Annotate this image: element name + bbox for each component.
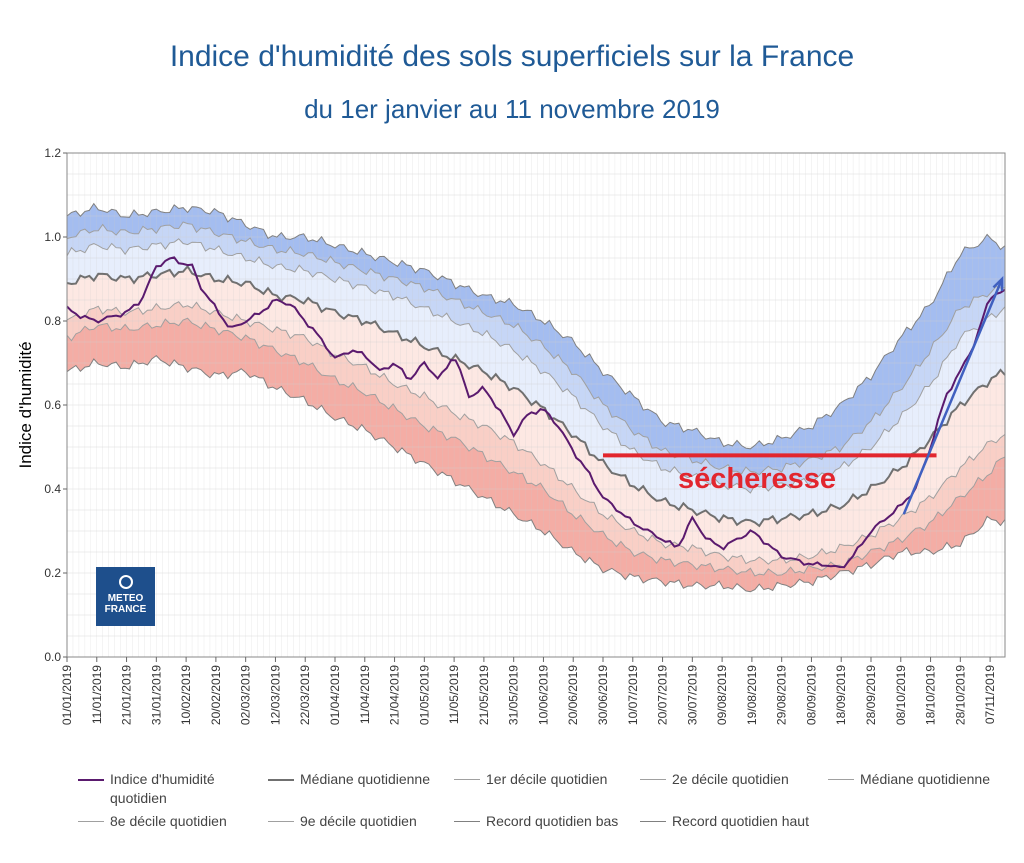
legend-label: 8e décile quotidien bbox=[110, 813, 227, 829]
legend-item: Indice d'humidité quotidien bbox=[78, 770, 250, 808]
y-tick-label: 0.0 bbox=[44, 650, 61, 664]
legend-item: 8e décile quotidien bbox=[78, 812, 250, 831]
chart-subtitle: du 1er janvier au 11 novembre 2019 bbox=[304, 94, 720, 124]
x-tick-label: 21/05/2019 bbox=[477, 665, 491, 725]
legend-swatch bbox=[828, 779, 854, 780]
series-line-record-quotidien-haut bbox=[66, 202, 1006, 450]
legend-swatch bbox=[78, 821, 104, 822]
x-tick-label: 10/06/2019 bbox=[536, 665, 550, 725]
band-d9_to_d8 bbox=[67, 222, 1005, 493]
series-line-record-quotidien-bas bbox=[66, 354, 1006, 593]
logo-line2: FRANCE bbox=[104, 604, 147, 615]
y-tick-label: 0.8 bbox=[44, 314, 61, 328]
chart-title: Indice d'humidité des sols superficiels … bbox=[169, 40, 855, 73]
secheresse-label: sécheresse bbox=[678, 463, 836, 495]
band-d8_to_median bbox=[67, 238, 1005, 526]
x-tick-label: 11/01/2019 bbox=[90, 665, 104, 724]
x-tick-label: 28/10/2019 bbox=[953, 665, 967, 725]
x-tick-label: 08/10/2019 bbox=[894, 665, 908, 725]
x-tick-label: 31/01/2019 bbox=[149, 665, 163, 725]
legend-item: 1er décile quotidien bbox=[454, 770, 626, 789]
x-tick-label: 28/09/2019 bbox=[864, 665, 878, 725]
x-tick-label: 10/07/2019 bbox=[626, 665, 640, 725]
trend-arrow-head bbox=[992, 276, 1004, 292]
x-tick-label: 01/01/2019 bbox=[60, 665, 74, 725]
x-tick-label: 11/05/2019 bbox=[447, 665, 461, 724]
legend-label: Médiane quotidienne bbox=[300, 771, 430, 787]
legend-swatch bbox=[640, 821, 666, 822]
y-tick-label: 1.2 bbox=[44, 146, 61, 160]
humidity-chart: sécheresse 0.0 0.2 0.4 0.6 0.8 1.0 1.2 01/01/20… bbox=[16, 146, 1006, 725]
band-median_to_d2 bbox=[67, 266, 1005, 565]
x-tick-label: 30/06/2019 bbox=[596, 665, 610, 725]
legend-label: Médiane quotidienne bbox=[860, 771, 990, 787]
x-tick-label: 30/07/2019 bbox=[685, 665, 699, 725]
x-tick-label: 21/01/2019 bbox=[120, 665, 134, 725]
legend-label: Record quotidien bas bbox=[486, 813, 619, 829]
legend-item: 9e décile quotidien bbox=[268, 812, 440, 831]
logo-line1: METEO bbox=[107, 593, 144, 604]
legend-swatch bbox=[268, 779, 294, 781]
legend-swatch bbox=[454, 779, 480, 780]
x-tick-label: 07/11/2019 bbox=[983, 665, 997, 724]
y-axis-label: Indice d'humidité bbox=[16, 341, 35, 468]
x-tick-label: 21/04/2019 bbox=[388, 665, 402, 725]
x-tick-label: 09/08/2019 bbox=[715, 665, 729, 725]
band-record_high_to_d9 bbox=[67, 203, 1005, 475]
x-tick-label: 18/09/2019 bbox=[834, 665, 848, 725]
x-tick-label: 01/04/2019 bbox=[328, 665, 342, 725]
x-tick-label: 19/08/2019 bbox=[745, 665, 759, 725]
y-tick-label: 0.4 bbox=[44, 482, 61, 496]
x-tick-label: 20/02/2019 bbox=[209, 665, 223, 725]
meteo-france-logo: METEO FRANCE bbox=[96, 567, 155, 626]
series-line-indice-humidite bbox=[66, 256, 1006, 569]
series-line-8e-d-cile-quotidien bbox=[66, 238, 1006, 494]
trend-arrow bbox=[902, 278, 1004, 515]
x-tick-label: 12/03/2019 bbox=[268, 665, 282, 725]
series-line-1er-d-cile-quotidien bbox=[66, 317, 1006, 577]
legend-label: 1er décile quotidien bbox=[486, 771, 608, 787]
x-tick-label: 10/02/2019 bbox=[179, 665, 193, 725]
x-tick-label: 11/04/2019 bbox=[358, 665, 372, 724]
legend-item: Record quotidien bas bbox=[454, 812, 626, 831]
band-d1_to_record_low bbox=[67, 318, 1005, 592]
legend-item: Médiane quotidienne bbox=[828, 770, 1000, 789]
series-line-m-diane-quotidienne bbox=[66, 264, 1006, 528]
legend-label: Indice d'humidité quotidien bbox=[110, 771, 215, 806]
legend-item: Médiane quotidienne bbox=[268, 770, 440, 789]
x-tick-label: 20/06/2019 bbox=[566, 665, 580, 725]
legend-swatch bbox=[640, 779, 666, 780]
x-tick-label: 18/10/2019 bbox=[924, 665, 938, 725]
y-tick-label: 0.2 bbox=[44, 566, 61, 580]
legend-swatch bbox=[78, 779, 104, 781]
legend-item: 2e décile quotidien bbox=[640, 770, 812, 789]
x-tick-label: 01/05/2019 bbox=[417, 665, 431, 725]
series-line-9e-d-cile-quotidien bbox=[66, 221, 1006, 476]
x-tick-label: 02/03/2019 bbox=[239, 665, 253, 725]
x-tick-label: 31/05/2019 bbox=[507, 665, 521, 725]
x-tick-label: 08/09/2019 bbox=[804, 665, 818, 725]
logo-icon bbox=[118, 575, 133, 589]
x-tick-label: 29/08/2019 bbox=[775, 665, 789, 725]
legend-swatch bbox=[454, 821, 480, 822]
x-tick-label: 22/03/2019 bbox=[298, 665, 312, 725]
x-tick-label: 20/07/2019 bbox=[656, 665, 670, 725]
legend-item: Record quotidien haut bbox=[640, 812, 812, 831]
legend-label: Record quotidien haut bbox=[672, 813, 809, 829]
legend-label: 2e décile quotidien bbox=[672, 771, 789, 787]
legend-swatch bbox=[268, 821, 294, 822]
y-tick-label: 1.0 bbox=[44, 230, 61, 244]
series-line-2e-d-cile-quotidien bbox=[66, 301, 1006, 565]
legend-label: 9e décile quotidien bbox=[300, 813, 417, 829]
y-tick-label: 0.6 bbox=[44, 398, 61, 412]
